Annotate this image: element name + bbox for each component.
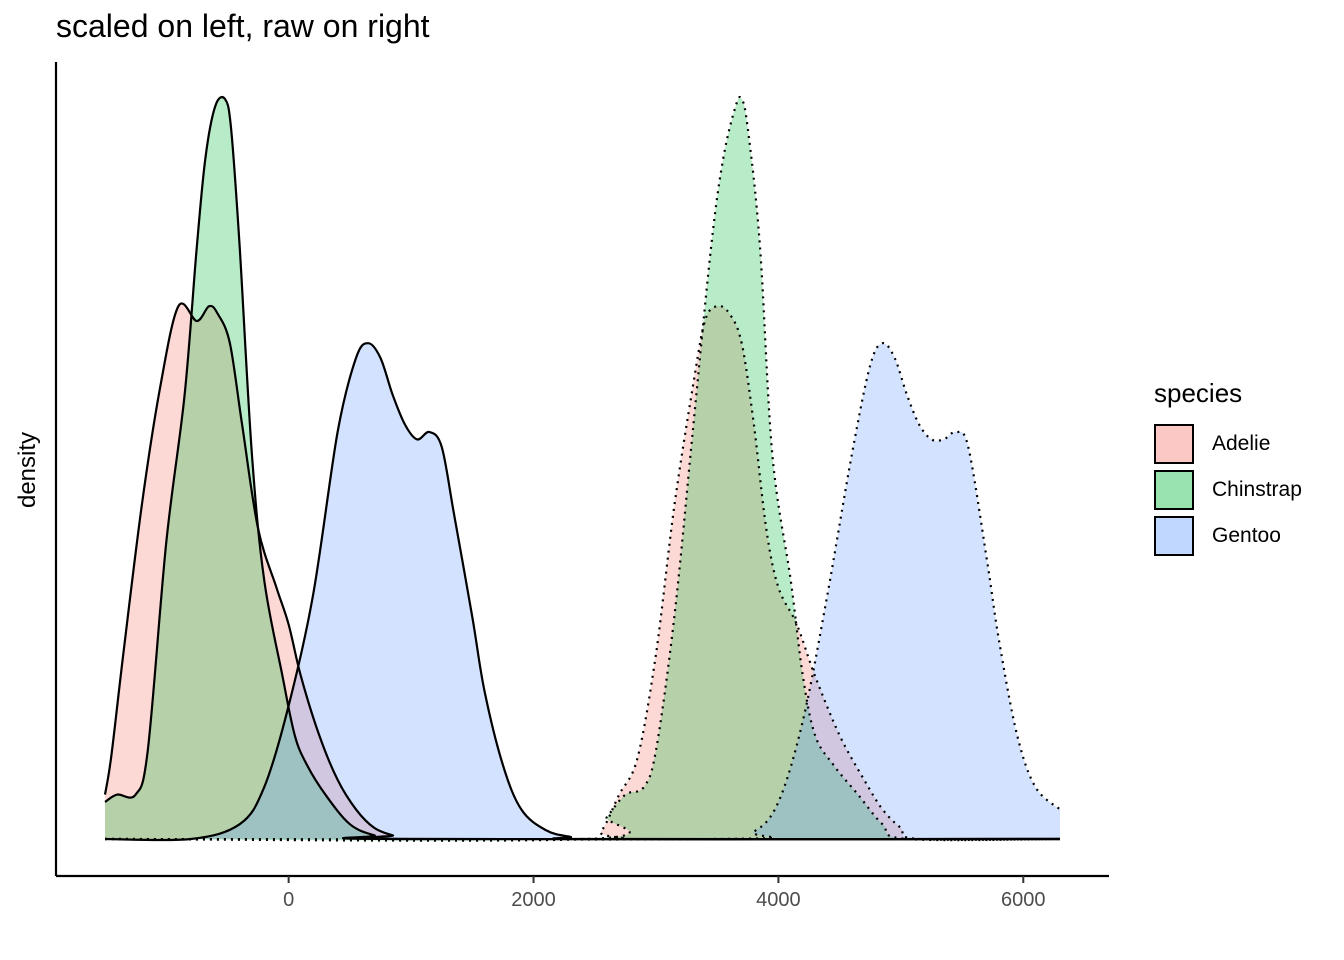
- density-area-scaled-adelie: [105, 303, 1060, 840]
- density-area-scaled-gentoo: [105, 343, 1060, 841]
- chart-title: scaled on left, raw on right: [56, 8, 430, 44]
- legend-label: Adelie: [1212, 432, 1271, 455]
- legend-items: Adelie Chinstrap Gentoo: [1154, 421, 1302, 559]
- x-tick-label: 0: [283, 889, 294, 911]
- legend-label: Gentoo: [1212, 524, 1281, 547]
- density-line-scaled-gentoo: [104, 342, 1061, 842]
- density-area-scaled-chinstrap: [105, 97, 1060, 840]
- legend-item-chinstrap: Chinstrap: [1154, 467, 1302, 513]
- legend-label: Chinstrap: [1212, 478, 1302, 501]
- legend-item-adelie: Adelie: [1154, 421, 1302, 467]
- x-tick-label: 2000: [511, 889, 556, 911]
- legend-key-swatch: [1154, 424, 1194, 464]
- density-line-raw-chinstrap: [104, 96, 1061, 842]
- density-area-raw-gentoo: [105, 343, 1060, 840]
- legend-item-gentoo: Gentoo: [1154, 513, 1302, 559]
- axes: [54, 62, 1109, 878]
- x-tick-label: 6000: [1001, 889, 1046, 911]
- legend: species Adelie Chinstrap Gentoo: [1154, 378, 1302, 559]
- density-line-raw-gentoo: [104, 342, 1061, 841]
- legend-key-swatch: [1154, 470, 1194, 510]
- legend-title: species: [1154, 378, 1243, 408]
- x-tick-label: 4000: [756, 889, 801, 911]
- density-areas: [103, 96, 1061, 842]
- x-axis-ticks: 0 2000 4000 6000: [283, 876, 1046, 911]
- density-line-scaled-chinstrap: [104, 96, 1061, 841]
- legend-key-swatch: [1154, 516, 1194, 556]
- density-area-raw-adelie: [105, 305, 1060, 840]
